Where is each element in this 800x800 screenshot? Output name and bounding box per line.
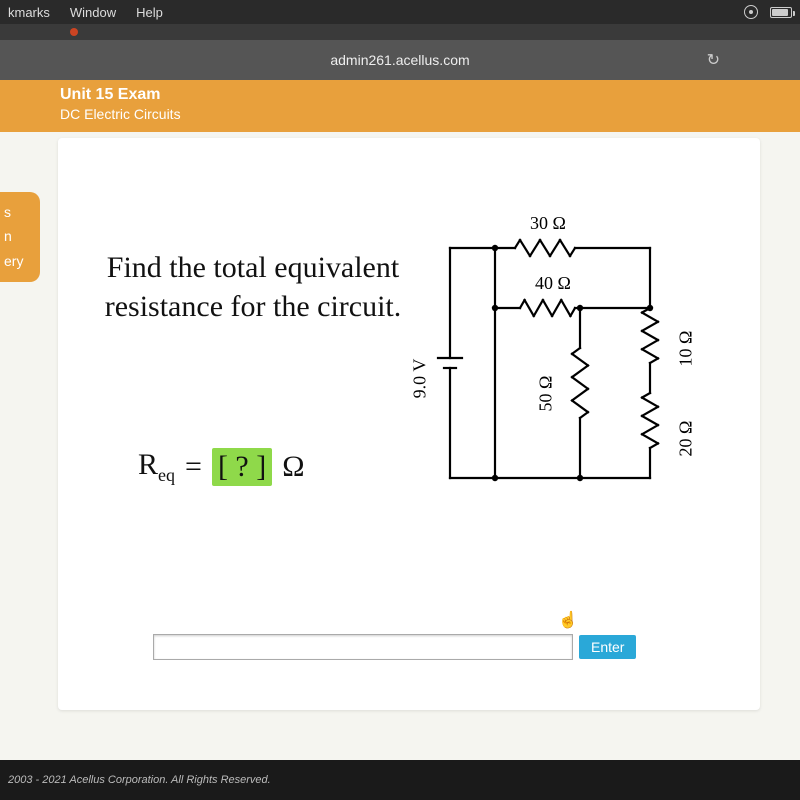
- menu-item[interactable]: Window: [70, 5, 116, 20]
- resistor-label-30: 30 Ω: [530, 213, 566, 234]
- resistor-label-50: 50 Ω: [535, 376, 556, 412]
- sidebar-tab[interactable]: s n ery: [0, 192, 40, 282]
- browser-tabbar: [0, 24, 800, 40]
- reload-icon[interactable]: ↻: [707, 50, 720, 70]
- cursor-icon: ☝: [558, 610, 578, 630]
- resistor-label-20: 20 Ω: [675, 421, 696, 457]
- sidebar-label-frag: n: [4, 227, 12, 247]
- sidebar-label-frag: ery: [4, 252, 23, 272]
- formula-row: Req = [ ? ] Ω: [138, 448, 305, 486]
- menu-item[interactable]: Help: [136, 5, 163, 20]
- answer-input[interactable]: [153, 634, 573, 660]
- circuit-diagram: 9.0 V 50 Ω 10 Ω 20 Ω 30 Ω 40 Ω: [420, 218, 720, 508]
- formula-equals: =: [185, 450, 202, 484]
- sidebar-label-frag: s: [4, 203, 11, 223]
- menu-item[interactable]: kmarks: [8, 5, 50, 20]
- page-footer: 2003 - 2021 Acellus Corporation. All Rig…: [0, 760, 800, 800]
- battery-label: 9.0 V: [409, 359, 430, 399]
- question-text: Find the total equivalent resistance for…: [88, 248, 418, 326]
- formula-unit: Ω: [282, 450, 304, 484]
- unit-header: Unit 15 Exam DC Electric Circuits: [0, 80, 800, 132]
- copyright-text: 2003 - 2021 Acellus Corporation. All Rig…: [8, 774, 271, 786]
- url-text[interactable]: admin261.acellus.com: [330, 52, 469, 68]
- browser-urlbar: admin261.acellus.com ↻: [0, 40, 800, 80]
- unit-title: Unit 15 Exam: [60, 86, 800, 104]
- resistor-label-40: 40 Ω: [535, 273, 571, 294]
- tab-indicator-icon: [70, 28, 78, 36]
- formula-variable: Req: [138, 448, 175, 486]
- os-menubar: kmarks Window Help: [0, 0, 800, 24]
- battery-icon: [770, 7, 792, 18]
- answer-row: Enter: [153, 634, 636, 660]
- record-icon[interactable]: [744, 5, 758, 19]
- unit-subtitle: DC Electric Circuits: [60, 106, 800, 122]
- page-body: Unit 15 Exam DC Electric Circuits s n er…: [0, 80, 800, 760]
- enter-button[interactable]: Enter: [579, 635, 636, 659]
- resistor-label-10: 10 Ω: [675, 331, 696, 367]
- content-card: Find the total equivalent resistance for…: [58, 138, 760, 710]
- answer-placeholder[interactable]: [ ? ]: [212, 448, 272, 486]
